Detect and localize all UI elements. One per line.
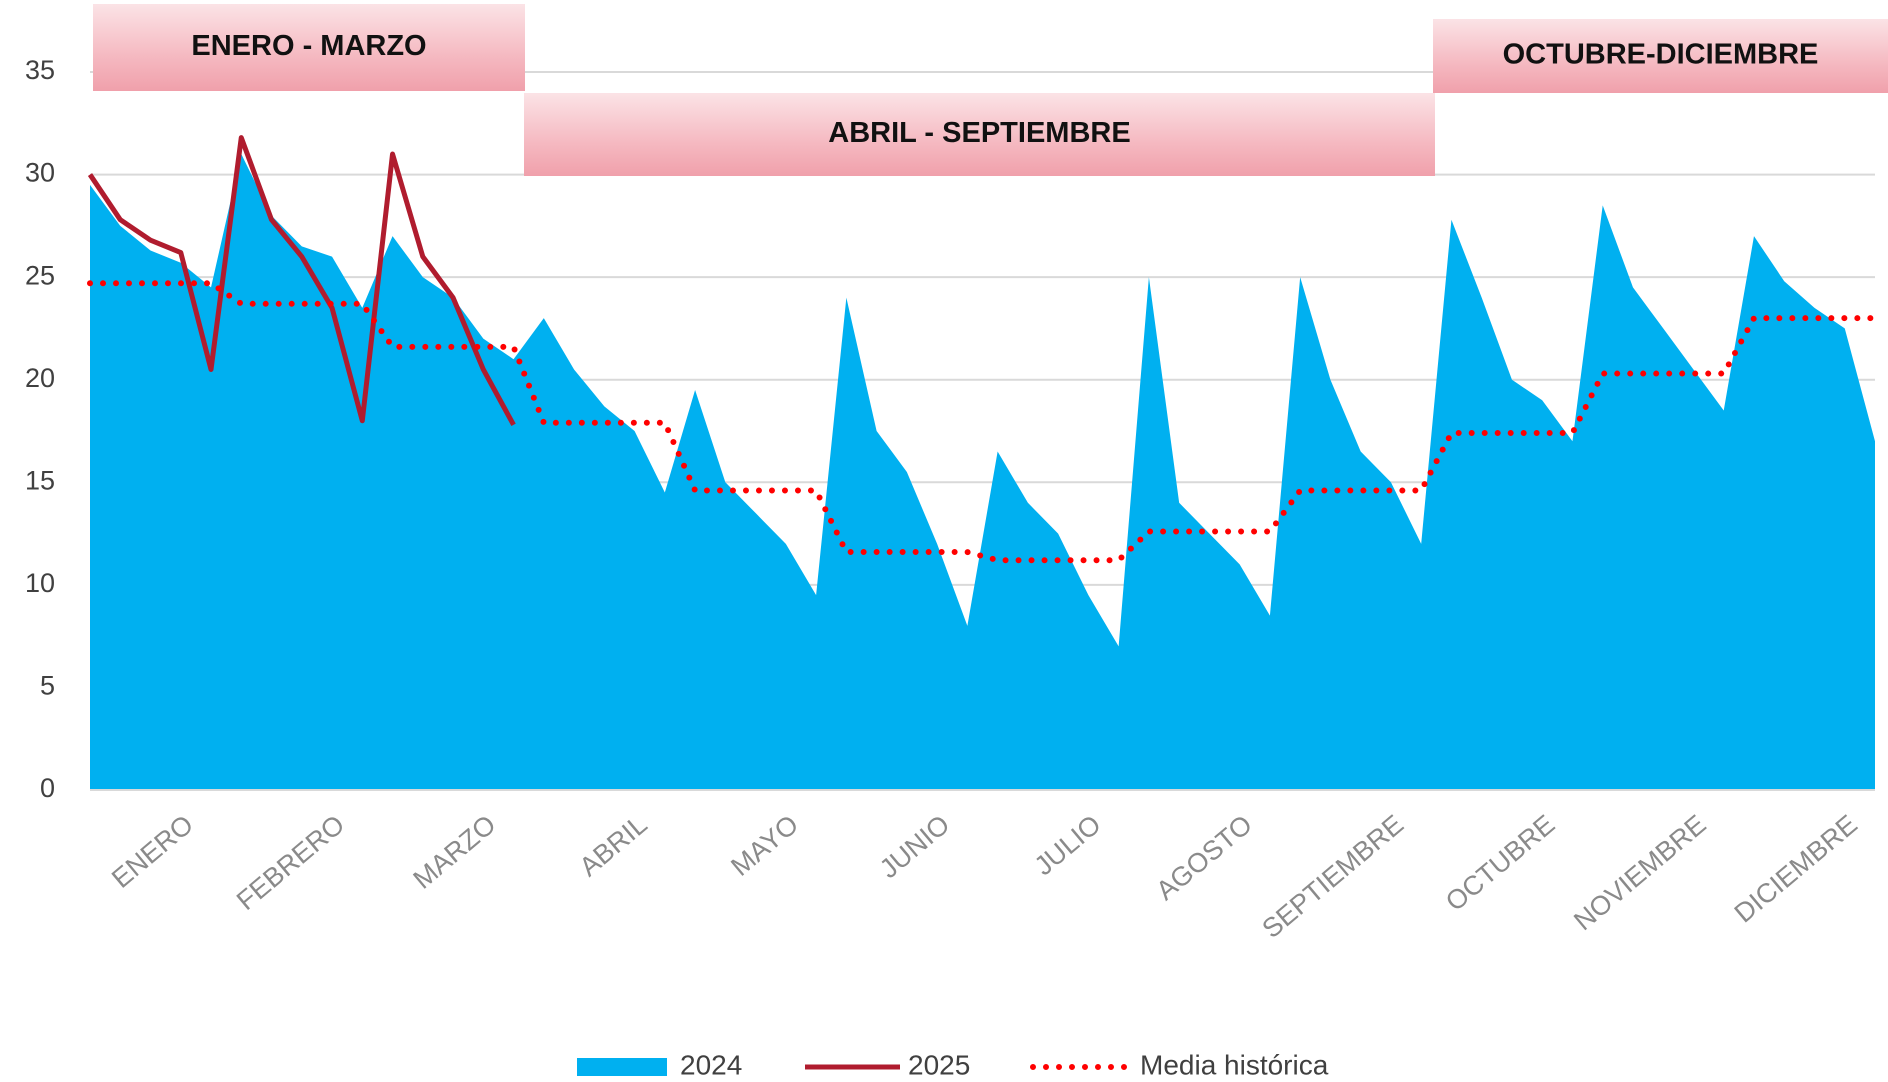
x-tick-label: MAYO [725,809,804,882]
x-tick-label: AGOSTO [1150,809,1257,906]
x-tick-label: JULIO [1029,809,1107,881]
y-tick-label: 30 [25,158,55,188]
y-tick-label: 20 [25,363,55,393]
x-tick-label: SEPTIEMBRE [1257,809,1410,944]
x-tick-label: MARZO [408,809,502,895]
x-tick-label: OCTUBRE [1440,809,1560,917]
period-banner [524,93,1435,176]
y-tick-label: 15 [25,465,55,495]
legend-label: Media histórica [1140,1049,1329,1080]
y-tick-label: 10 [25,568,55,598]
x-tick-label: NOVIEMBRE [1568,809,1711,936]
dotted-line [87,280,1878,564]
legend-swatch [577,1058,667,1076]
legend-label: 2025 [908,1049,970,1080]
y-tick-label: 35 [25,55,55,85]
x-tick-label: FEBRERO [231,809,350,916]
period-banner [1433,19,1888,93]
line [87,135,516,427]
period-banner [93,4,525,91]
period-label: ENERO - MARZO [191,30,426,62]
area-2024 [90,154,1875,791]
y-tick-label: 25 [25,260,55,290]
period-label: OCTUBRE-DICIEMBRE [1503,39,1819,71]
period-label: ABRIL - SEPTIEMBRE [828,117,1130,149]
legend-label: 2024 [680,1049,742,1080]
x-tick-label: ABRIL [574,809,653,882]
y-tick-label: 0 [40,773,55,803]
x-tick-label: ENERO [106,809,199,894]
x-tick-label: DICIEMBRE [1729,809,1863,928]
x-tick-label: JUNIO [874,809,955,884]
y-tick-label: 5 [40,671,55,701]
